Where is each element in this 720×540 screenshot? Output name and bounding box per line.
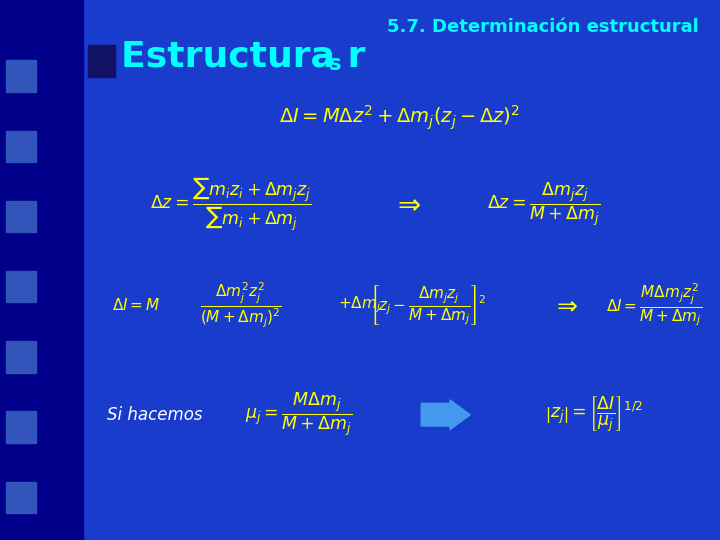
Text: $\Delta I = M\Delta z^2 + \Delta m_j\left(z_j - \Delta z\right)^2$: $\Delta I = M\Delta z^2 + \Delta m_j\lef… <box>279 104 520 132</box>
Bar <box>6 341 36 373</box>
Text: Estructura r: Estructura r <box>121 40 366 73</box>
Text: s: s <box>329 53 341 74</box>
Text: $\dfrac{\Delta m_j^2 z_j^2}{\left(M + \Delta m_j\right)^2}$: $\dfrac{\Delta m_j^2 z_j^2}{\left(M + \D… <box>200 280 282 330</box>
Text: $\mu_j = \dfrac{M\Delta m_j}{M + \Delta m_j}$: $\mu_j = \dfrac{M\Delta m_j}{M + \Delta … <box>245 391 353 438</box>
Text: $+ \Delta m_j$: $+ \Delta m_j$ <box>338 295 382 315</box>
Bar <box>88 45 115 77</box>
Bar <box>6 411 36 443</box>
Text: $\Delta z = \dfrac{\Delta m_j z_j}{M + \Delta m_j}$: $\Delta z = \dfrac{\Delta m_j z_j}{M + \… <box>487 180 600 228</box>
Text: $\Delta I = M$: $\Delta I = M$ <box>112 297 160 313</box>
Bar <box>6 131 36 162</box>
Text: Si hacemos: Si hacemos <box>107 406 202 424</box>
Bar <box>6 60 36 92</box>
Text: $\left|z_j\right| = \left[\dfrac{\Delta I}{\mu_j}\right]^{1/2}$: $\left|z_j\right| = \left[\dfrac{\Delta … <box>545 395 643 434</box>
Text: $\Rightarrow$: $\Rightarrow$ <box>392 190 421 218</box>
Bar <box>6 271 36 302</box>
Text: $\Delta I = \dfrac{M\Delta m_j z_j^2}{M + \Delta m_j}$: $\Delta I = \dfrac{M\Delta m_j z_j^2}{M … <box>606 282 702 328</box>
Bar <box>6 201 36 232</box>
FancyArrow shape <box>421 400 470 430</box>
Text: $\Delta z = \dfrac{\sum m_i z_i + \Delta m_j z_j}{\sum m_i + \Delta m_j}$: $\Delta z = \dfrac{\sum m_i z_i + \Delta… <box>150 176 311 233</box>
Bar <box>0 0 83 540</box>
Text: $\Rightarrow$: $\Rightarrow$ <box>552 293 578 317</box>
Text: $\left[z_j - \dfrac{\Delta m_j z_j}{M + \Delta m_j}\right]^2$: $\left[z_j - \dfrac{\Delta m_j z_j}{M + … <box>370 283 487 327</box>
Bar <box>6 482 36 513</box>
Text: 5.7. Determinación estructural: 5.7. Determinación estructural <box>387 18 698 36</box>
